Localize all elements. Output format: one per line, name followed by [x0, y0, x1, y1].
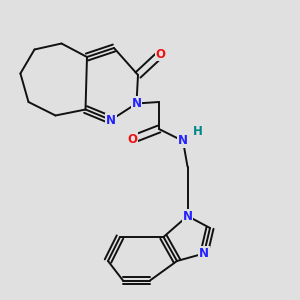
Text: O: O [127, 133, 137, 146]
Text: N: N [182, 209, 193, 223]
Text: N: N [131, 97, 142, 110]
Text: N: N [178, 134, 188, 148]
Text: N: N [106, 113, 116, 127]
Text: O: O [155, 47, 166, 61]
Text: H: H [193, 125, 203, 139]
Text: N: N [199, 247, 209, 260]
